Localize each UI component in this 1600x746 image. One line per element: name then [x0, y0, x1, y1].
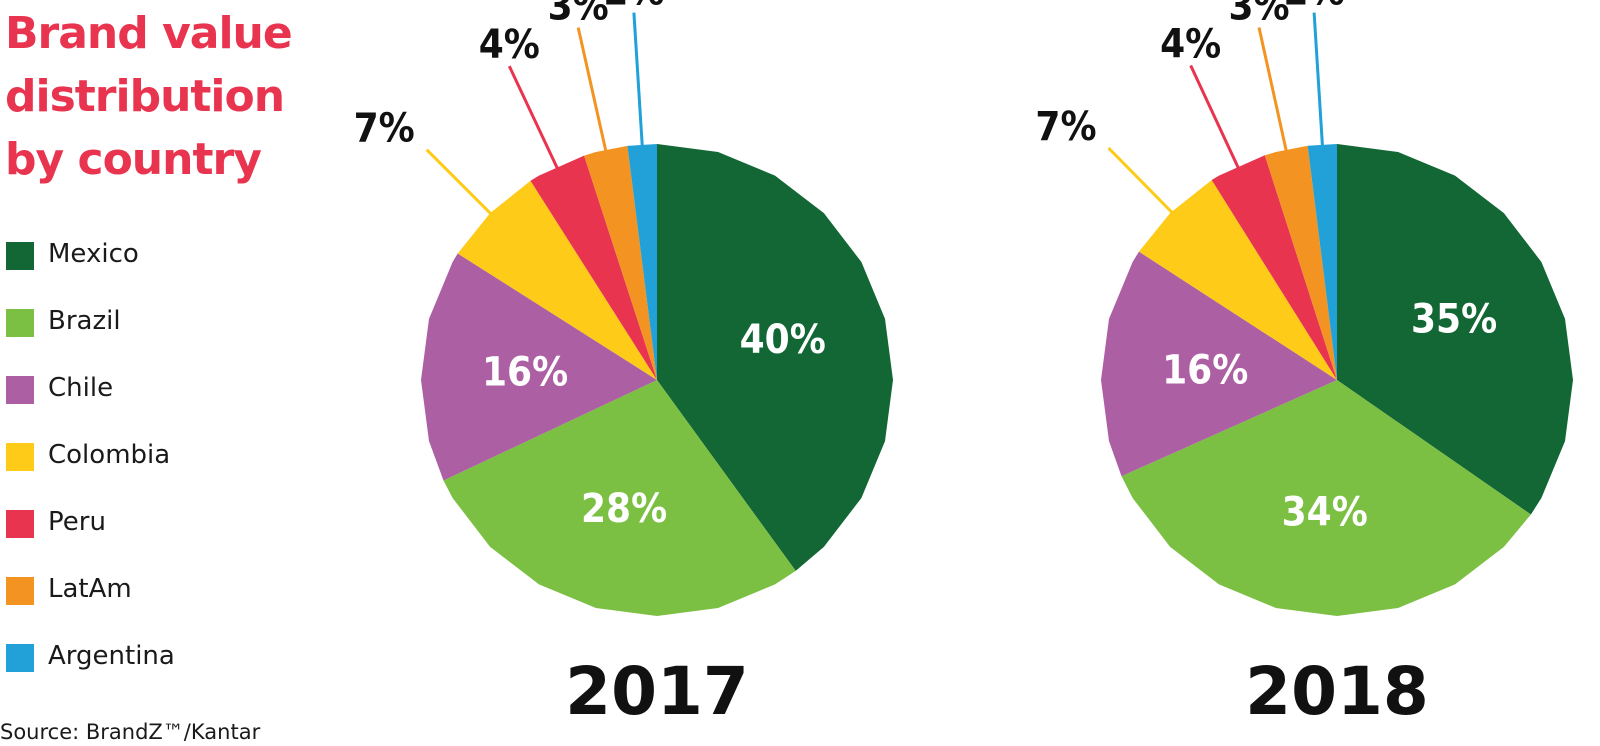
legend-swatch [6, 510, 34, 538]
legend-swatch [6, 644, 34, 672]
title-line: by country [5, 134, 262, 185]
slice-label-latam: 3% [548, 0, 609, 30]
chart-year-label: 2017 [565, 653, 749, 730]
slice-label-latam: 3% [1228, 0, 1289, 29]
leader-line [1107, 146, 1178, 218]
slice-latam [1264, 145, 1337, 380]
legend-swatch [6, 577, 34, 605]
chart-title: Brand value distribution by country [5, 2, 293, 191]
slice-label-peru: 4% [479, 22, 540, 68]
slice-label-mexico: 35% [1411, 297, 1497, 343]
slice-chile [1101, 251, 1337, 477]
leader-line [507, 65, 561, 174]
slice-chile [421, 253, 657, 481]
slice-label-mexico: 40% [740, 317, 826, 363]
slice-colombia [457, 180, 657, 380]
slice-colombia [1139, 180, 1337, 380]
slice-peru [530, 155, 657, 380]
legend-swatch [6, 242, 34, 270]
legend-label: Mexico [48, 239, 139, 269]
legend-label: Colombia [48, 440, 171, 470]
title-line: distribution [5, 71, 285, 122]
slice-label-argentina: 2% [603, 0, 664, 15]
slice-mexico [657, 144, 893, 571]
leader-line [425, 148, 497, 220]
legend-label: LatAm [48, 574, 132, 604]
leader-line [1189, 64, 1242, 174]
pie-chart-2018: 35% 34% 16% 7% 4%3%2% 2018 [1035, 0, 1573, 730]
slice-label-chile: 16% [1162, 348, 1248, 394]
legend-label: Chile [48, 373, 114, 403]
slice-label-peru: 4% [1160, 22, 1221, 68]
slice-brazil [443, 380, 796, 616]
slice-latam [584, 145, 657, 380]
chart-year-label: 2018 [1245, 653, 1429, 730]
legend-label: Brazil [48, 306, 121, 336]
slice-label-colombia: 7% [1035, 104, 1096, 150]
slice-peru [1211, 155, 1337, 380]
leader-line [632, 12, 645, 152]
legend-label: Peru [48, 507, 106, 537]
leader-line [1257, 27, 1289, 157]
legend-swatch [6, 376, 34, 404]
title-line: Brand value [5, 8, 293, 59]
slice-label-argentina: 2% [1284, 0, 1345, 15]
legend-swatch [6, 309, 34, 337]
slice-brazil [1121, 380, 1531, 616]
legend-label: Argentina [48, 641, 175, 671]
pie-chart-2017: 40% 28% 16% 7% 4% 3%2% 2017 [354, 0, 893, 730]
slice-argentina [1307, 144, 1337, 380]
leader-line [1312, 12, 1325, 152]
source-note: Source: BrandZ™/Kantar [0, 720, 261, 744]
legend-swatch [6, 443, 34, 471]
slice-mexico [1337, 144, 1573, 515]
slice-label-brazil: 28% [581, 486, 667, 532]
slice-label-chile: 16% [482, 350, 568, 396]
slice-argentina [627, 144, 657, 380]
slice-label-brazil: 34% [1282, 490, 1368, 536]
slice-label-colombia: 7% [354, 106, 415, 152]
leader-line [576, 27, 609, 157]
